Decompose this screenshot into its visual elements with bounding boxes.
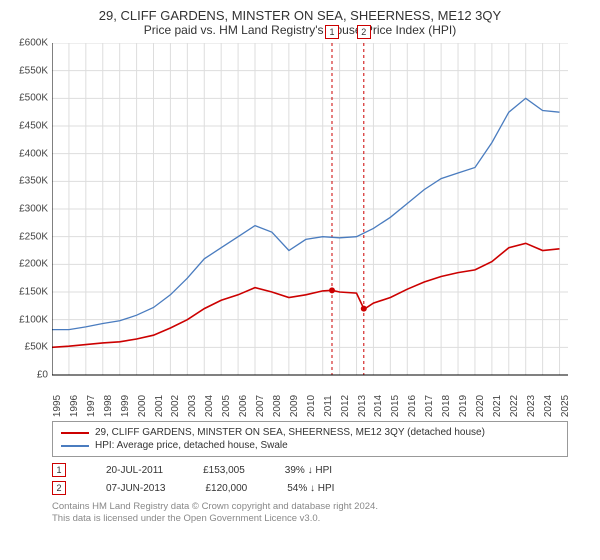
- x-axis-label: 2014: [373, 395, 384, 417]
- x-axis-label: 1997: [86, 395, 97, 417]
- legend-row-hpi: HPI: Average price, detached house, Swal…: [61, 439, 559, 452]
- x-axis-label: 2015: [390, 395, 401, 417]
- x-axis-label: 2017: [424, 395, 435, 417]
- legend-label-hpi: HPI: Average price, detached house, Swal…: [95, 440, 288, 451]
- footer-line-2: This data is licensed under the Open Gov…: [52, 513, 592, 525]
- x-axis-label: 2000: [137, 395, 148, 417]
- x-axis-label: 1999: [120, 395, 131, 417]
- x-axis-label: 2011: [323, 395, 334, 417]
- legend-line-property: [61, 432, 89, 434]
- sale-marker-1: 1: [52, 463, 66, 477]
- x-axis-label: 2009: [289, 395, 300, 417]
- legend-line-hpi: [61, 445, 89, 447]
- sale-row-2: 2 07-JUN-2013 £120,000 54% ↓ HPI: [52, 479, 592, 497]
- chart-area: £0 £50K £100K £150K £200K £250K £300K £350K £400…: [8, 43, 592, 415]
- sale-date-2: 07-JUN-2013: [106, 483, 165, 494]
- x-axis-label: 2022: [509, 395, 520, 417]
- chart-marker-1: 1: [325, 25, 339, 39]
- x-axis-label: 2024: [543, 395, 554, 417]
- x-axis-label: 2004: [204, 395, 215, 417]
- sale-hpi-2: 54% ↓ HPI: [287, 483, 334, 494]
- legend-box: 29, CLIFF GARDENS, MINSTER ON SEA, SHEER…: [52, 421, 568, 457]
- y-axis-label: £200K: [19, 259, 48, 270]
- x-axis-label: 2016: [407, 395, 418, 417]
- y-axis-label: £100K: [19, 314, 48, 325]
- sales-table: 1 20-JUL-2011 £153,005 39% ↓ HPI 2 07-JU…: [52, 461, 592, 497]
- x-axis-label: 2005: [221, 395, 232, 417]
- y-axis-label: £350K: [19, 176, 48, 187]
- y-axis-label: £0: [37, 370, 48, 381]
- x-axis-label: 2006: [238, 395, 249, 417]
- x-axis-label: 2002: [170, 395, 181, 417]
- sale-date-1: 20-JUL-2011: [106, 465, 163, 476]
- x-axis-label: 2018: [441, 395, 452, 417]
- chart-svg: [52, 43, 568, 379]
- footer-line-1: Contains HM Land Registry data © Crown c…: [52, 501, 592, 513]
- x-axis-label: 2008: [272, 395, 283, 417]
- x-axis-label: 2007: [255, 395, 266, 417]
- y-axis-label: £550K: [19, 65, 48, 76]
- page-subtitle: Price paid vs. HM Land Registry's House …: [8, 23, 592, 37]
- y-axis-label: £50K: [25, 342, 48, 353]
- x-axis-label: 1996: [69, 395, 80, 417]
- y-axis-label: £450K: [19, 121, 48, 132]
- sale-row-1: 1 20-JUL-2011 £153,005 39% ↓ HPI: [52, 461, 592, 479]
- x-axis-label: 2020: [475, 395, 486, 417]
- x-axis-label: 1998: [103, 395, 114, 417]
- sale-marker-2: 2: [52, 481, 66, 495]
- x-axis-label: 2010: [306, 395, 317, 417]
- y-axis-label: £250K: [19, 231, 48, 242]
- y-axis-label: £500K: [19, 93, 48, 104]
- chart-marker-2: 2: [357, 25, 371, 39]
- y-axis-label: £150K: [19, 287, 48, 298]
- x-axis-label: 1995: [52, 395, 63, 417]
- x-axis-label: 2021: [492, 395, 503, 417]
- x-axis-label: 2023: [526, 395, 537, 417]
- x-axis-label: 2013: [357, 395, 368, 417]
- sale-price-1: £153,005: [203, 465, 245, 476]
- x-axis-label: 2012: [340, 395, 351, 417]
- x-axis-label: 2025: [560, 395, 571, 417]
- x-axis-label: 2003: [187, 395, 198, 417]
- legend-row-property: 29, CLIFF GARDENS, MINSTER ON SEA, SHEER…: [61, 426, 559, 439]
- y-axis-label: £400K: [19, 148, 48, 159]
- legend-label-property: 29, CLIFF GARDENS, MINSTER ON SEA, SHEER…: [95, 427, 485, 438]
- page-title: 29, CLIFF GARDENS, MINSTER ON SEA, SHEER…: [8, 8, 592, 23]
- sale-hpi-1: 39% ↓ HPI: [285, 465, 332, 476]
- x-axis-label: 2001: [154, 395, 165, 417]
- y-axis-label: £300K: [19, 204, 48, 215]
- sale-price-2: £120,000: [205, 483, 247, 494]
- y-axis-label: £600K: [19, 38, 48, 49]
- x-axis-label: 2019: [458, 395, 469, 417]
- footer: Contains HM Land Registry data © Crown c…: [52, 501, 592, 526]
